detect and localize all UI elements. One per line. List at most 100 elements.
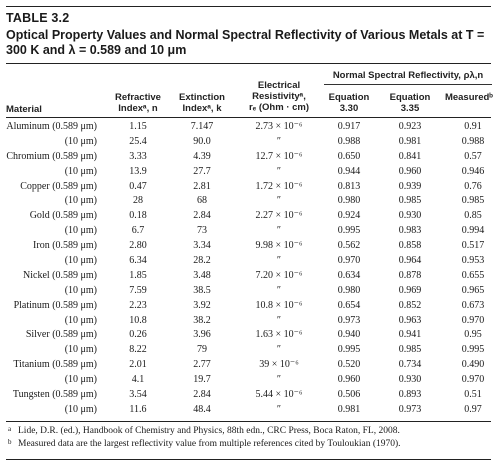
cell-eq330: 0.988 (337, 135, 361, 147)
cell-refractive-index: 8.22 (129, 344, 147, 356)
cell-material: Silver (0.589 μm) (25, 329, 97, 341)
table-row: Silver (0.589 μm) 0.26 3.96 1.63 × 10⁻⁶ 0.94… (0, 328, 499, 343)
header-eq335-line2: 3.35 (400, 103, 420, 114)
cell-material: Nickel (0.589 μm) (23, 269, 97, 281)
cell-measured: 0.988 (461, 135, 485, 147)
cell-eq335: 0.852 (398, 299, 422, 311)
cell-measured: 0.95 (464, 329, 482, 341)
header-eq330-line1: Equation (328, 92, 370, 103)
cell-eq330: 0.980 (337, 284, 361, 296)
cell-resistivity: ″ (276, 314, 282, 326)
cell-resistivity: 2.73 × 10⁻⁶ (255, 121, 303, 132)
header-extinction-line1: Extinction (179, 92, 225, 103)
cell-extinction-index: 27.7 (193, 165, 211, 177)
cell-refractive-index: 11.6 (129, 403, 147, 415)
cell-eq335: 0.985 (398, 344, 422, 356)
header-resistivity-line1: Electrical (257, 80, 301, 91)
cell-eq335: 0.878 (398, 269, 422, 281)
header-eq335-line1: Equation (389, 92, 431, 103)
cell-extinction-index: 19.7 (193, 374, 211, 386)
cell-material: (10 μm) (64, 135, 97, 147)
table-caption: Optical Property Values and Normal Spect… (6, 28, 485, 57)
cell-resistivity: ″ (276, 165, 282, 177)
cell-eq330: 0.813 (337, 180, 361, 192)
footnote-a-text: Lide, D.R. (ed.), Handbook of Chemistry … (18, 426, 400, 436)
cell-extinction-index: 7.147 (190, 121, 214, 132)
header-bottom-rule (6, 117, 491, 118)
cell-measured: 0.994 (461, 225, 485, 237)
cell-refractive-index: 3.33 (129, 150, 147, 162)
cell-material: Aluminum (0.589 μm) (6, 121, 97, 132)
cell-eq330: 0.981 (337, 403, 361, 415)
header-eq335: Equation 3.35 (382, 92, 438, 114)
cell-extinction-index: 2.77 (193, 359, 211, 371)
cell-eq330: 0.940 (337, 329, 361, 341)
cell-extinction-index: 3.48 (193, 269, 211, 281)
table-row: (10 μm) 28 68 ″ 0.980 0.985 0.985 (0, 194, 499, 209)
cell-refractive-index: 2.23 (129, 299, 147, 311)
table-row: Tungsten (0.589 μm) 3.54 2.84 5.44 × 10⁻⁶ 0.… (0, 388, 499, 403)
cell-resistivity: ″ (276, 344, 282, 356)
cell-refractive-index: 2.80 (129, 240, 147, 252)
header-eq330: Equation 3.30 (323, 92, 375, 114)
table-body: Aluminum (0.589 μm) 1.15 7.147 2.73 × 10⁻⁶ 0… (0, 120, 499, 418)
cell-eq330: 0.917 (337, 121, 361, 132)
cell-refractive-index: 10.8 (129, 314, 147, 326)
table-row: Copper (0.589 μm) 0.47 2.81 1.72 × 10⁻⁶ 0.81… (0, 180, 499, 195)
footnote-b-mark: b (8, 438, 12, 446)
footnotes: a Lide, D.R. (ed.), Handbook of Chemistr… (6, 425, 491, 451)
footnote-b: b Measured data are the largest reflecti… (6, 438, 491, 451)
header-material: Material (6, 104, 42, 115)
cell-extinction-index: 90.0 (193, 135, 211, 147)
cell-eq330: 0.634 (337, 269, 361, 281)
cell-eq335: 0.923 (398, 121, 422, 132)
cell-measured: 0.970 (461, 314, 485, 326)
cell-measured: 0.57 (464, 150, 482, 162)
cell-resistivity: 10.8 × 10⁻⁶ (255, 299, 303, 311)
cell-extinction-index: 48.4 (193, 403, 211, 415)
table-bottom-rule (6, 421, 491, 422)
cell-eq335: 0.841 (398, 150, 422, 162)
cell-refractive-index: 4.1 (131, 374, 145, 386)
cell-resistivity: 2.27 × 10⁻⁶ (255, 210, 303, 222)
cell-measured: 0.946 (461, 165, 485, 177)
table-row: (10 μm) 6.34 28.2 ″ 0.970 0.964 0.953 (0, 254, 499, 269)
cell-eq335: 0.930 (398, 374, 422, 386)
cell-measured: 0.76 (464, 180, 482, 192)
table-number: TABLE 3.2 (6, 11, 70, 25)
cell-material: (10 μm) (64, 195, 97, 207)
cell-material: (10 μm) (64, 165, 97, 177)
header-resistivity-line3: rₑ (Ohm · cm) (248, 102, 310, 113)
cell-extinction-index: 68 (197, 195, 207, 207)
cell-extinction-index: 79 (197, 344, 207, 356)
cell-resistivity: ″ (276, 135, 282, 147)
table-row: Gold (0.589 μm) 0.18 2.84 2.27 × 10⁻⁶ 0.924 0… (0, 209, 499, 224)
cell-eq330: 0.973 (337, 314, 361, 326)
cell-measured: 0.51 (464, 389, 482, 401)
cell-extinction-index: 3.96 (193, 329, 211, 341)
cell-resistivity: 9.98 × 10⁻⁶ (255, 240, 303, 252)
cell-eq330: 0.970 (337, 255, 361, 267)
table-row: (10 μm) 11.6 48.4 ″ 0.981 0.973 0.97 (0, 403, 499, 418)
header-measured: Measuredᵇ (444, 92, 494, 103)
cell-measured: 0.953 (461, 255, 485, 267)
cell-extinction-index: 28.2 (193, 255, 211, 267)
table-row: (10 μm) 7.59 38.5 ″ 0.980 0.969 0.965 (0, 284, 499, 299)
cell-measured: 0.985 (461, 195, 485, 207)
cell-eq330: 0.995 (337, 344, 361, 356)
header-refractive: Refractive Indexᵃ, n (110, 92, 166, 114)
cell-material: (10 μm) (64, 374, 97, 386)
cell-eq335: 0.963 (398, 314, 422, 326)
table-row: Aluminum (0.589 μm) 1.15 7.147 2.73 × 10⁻⁶ 0… (0, 120, 499, 135)
header-eq330-line2: 3.30 (339, 103, 359, 114)
cell-material: Titanium (0.589 μm) (13, 359, 97, 371)
cell-eq335: 0.734 (398, 359, 422, 371)
cell-eq335: 0.985 (398, 195, 422, 207)
header-refractive-line2: Indexᵃ, n (118, 103, 158, 114)
footnote-a-mark: a (8, 425, 12, 433)
cell-eq330: 0.995 (337, 225, 361, 237)
header-extinction-line2: Indexᵃ, k (182, 103, 222, 114)
cell-eq335: 0.964 (398, 255, 422, 267)
cell-measured: 0.965 (461, 284, 485, 296)
footnote-b-text: Measured data are the largest reflectivi… (18, 439, 401, 449)
